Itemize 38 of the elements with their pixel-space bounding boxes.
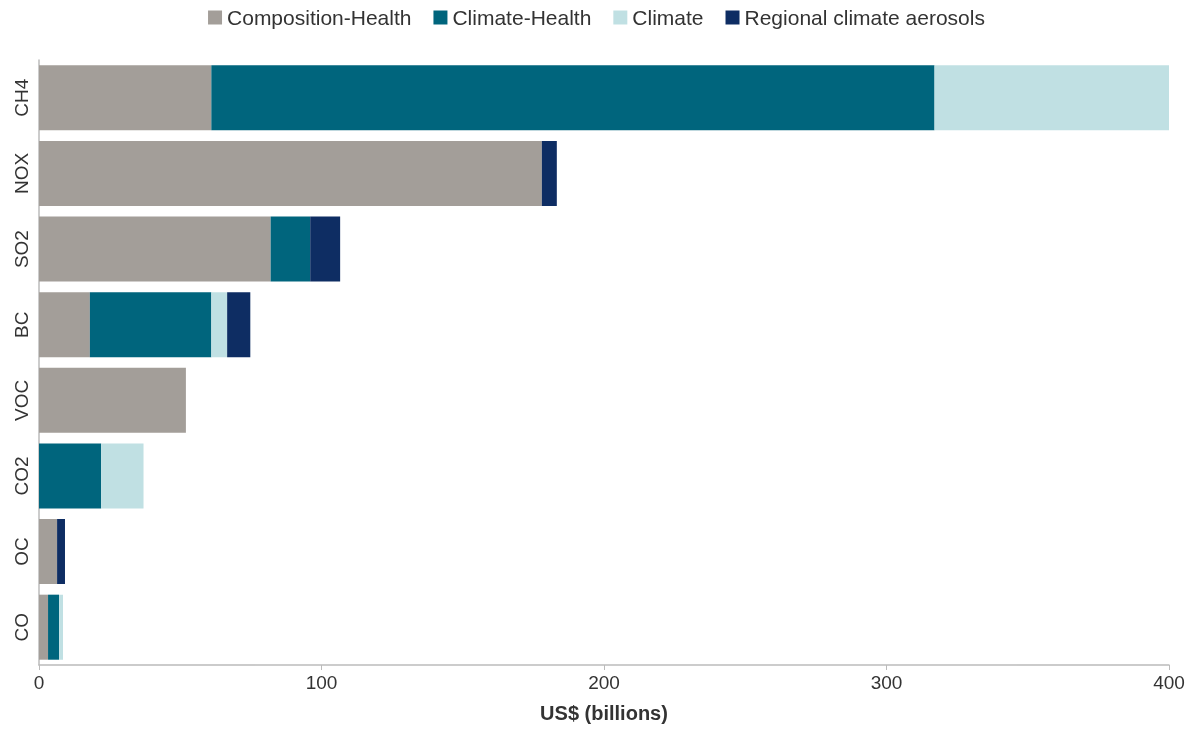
x-tick-label: 300 [870, 672, 903, 693]
bar [39, 519, 58, 585]
bar [227, 292, 251, 358]
x-tick-label: 400 [1153, 672, 1185, 693]
bar [101, 443, 144, 509]
bar [541, 140, 557, 206]
legend-label: Climate-Health [452, 6, 592, 29]
bar [270, 216, 311, 282]
bar [39, 65, 212, 131]
bar [39, 140, 542, 206]
x-tick-label: 0 [33, 672, 45, 693]
bar [39, 443, 102, 509]
y-tick-label: CO2 [11, 456, 32, 496]
y-tick-label: VOC [11, 379, 32, 421]
legend-label: Climate [632, 6, 704, 29]
legend-label: Composition-Health [227, 6, 412, 29]
y-tick-label: CO [11, 612, 32, 642]
legend-label: Regional climate aerosols [744, 6, 985, 29]
bar [934, 65, 1169, 131]
bar [57, 519, 65, 585]
y-tick-label: SO2 [11, 230, 32, 269]
bar [89, 292, 212, 358]
bar [39, 594, 49, 660]
bar [211, 292, 228, 358]
x-axis-title: US$ (billions) [540, 702, 668, 724]
bar [211, 65, 935, 131]
y-tick-label: CH4 [11, 78, 32, 117]
x-tick-label: 100 [305, 672, 338, 693]
x-tick-label: 200 [588, 672, 620, 693]
y-tick-label: NOX [11, 152, 32, 195]
y-tick-label: OC [11, 537, 32, 566]
bar [39, 292, 90, 358]
bar [39, 367, 186, 433]
bar [59, 594, 64, 660]
bar [39, 216, 271, 282]
bar [48, 594, 60, 660]
y-tick-label: BC [11, 311, 32, 338]
bar [310, 216, 341, 282]
